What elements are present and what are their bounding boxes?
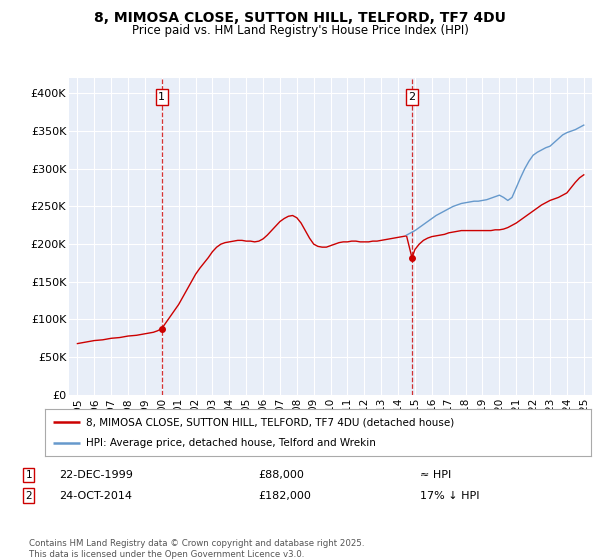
- Text: Price paid vs. HM Land Registry's House Price Index (HPI): Price paid vs. HM Land Registry's House …: [131, 24, 469, 36]
- Text: 8, MIMOSA CLOSE, SUTTON HILL, TELFORD, TF7 4DU: 8, MIMOSA CLOSE, SUTTON HILL, TELFORD, T…: [94, 11, 506, 25]
- Text: 24-OCT-2014: 24-OCT-2014: [59, 491, 132, 501]
- Text: 2: 2: [25, 491, 32, 501]
- Text: 1: 1: [158, 92, 166, 102]
- Text: 1: 1: [25, 470, 32, 480]
- Text: 22-DEC-1999: 22-DEC-1999: [59, 470, 133, 480]
- Text: 2: 2: [409, 92, 416, 102]
- Text: 17% ↓ HPI: 17% ↓ HPI: [420, 491, 479, 501]
- Text: £182,000: £182,000: [258, 491, 311, 501]
- Text: Contains HM Land Registry data © Crown copyright and database right 2025.
This d: Contains HM Land Registry data © Crown c…: [29, 539, 364, 559]
- Text: ≈ HPI: ≈ HPI: [420, 470, 451, 480]
- Text: HPI: Average price, detached house, Telford and Wrekin: HPI: Average price, detached house, Telf…: [86, 438, 376, 448]
- Text: 8, MIMOSA CLOSE, SUTTON HILL, TELFORD, TF7 4DU (detached house): 8, MIMOSA CLOSE, SUTTON HILL, TELFORD, T…: [86, 417, 454, 427]
- Text: £88,000: £88,000: [258, 470, 304, 480]
